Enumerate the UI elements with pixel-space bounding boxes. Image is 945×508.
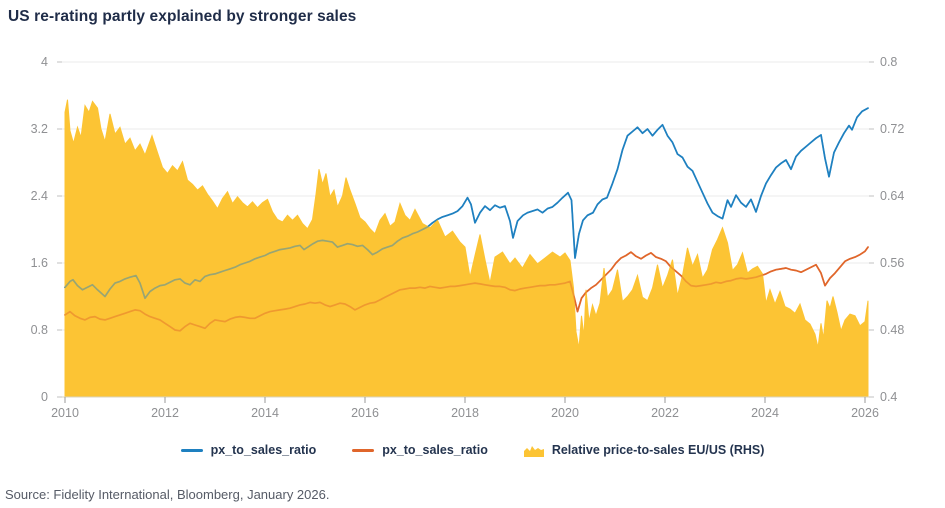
y-right-tick-label: 0.4 [880, 390, 897, 404]
y-left-tick-label: 1.6 [31, 256, 48, 270]
x-axis-tick-label: 2026 [851, 406, 879, 420]
legend-item: Relative price-to-sales EU/US (RHS) [523, 443, 765, 457]
y-left-tick-label: 2.4 [31, 189, 48, 203]
legend-line-swatch [352, 448, 375, 452]
x-axis-tick-label: 2016 [351, 406, 379, 420]
y-left-tick-label: 0.8 [31, 323, 48, 337]
x-axis-tick-label: 2014 [251, 406, 279, 420]
legend-label: Relative price-to-sales EU/US (RHS) [551, 443, 765, 457]
chart-plot-area: 2010 2012 2014 2016 2018 2020 2022 2024 2026 0 0.8… [31, 55, 905, 420]
legend-area-swatch [523, 445, 544, 457]
x-axis-tick-label: 2020 [551, 406, 579, 420]
relative-price-to-sales-area [64, 99, 869, 398]
x-axis-tick-label: 2010 [51, 406, 79, 420]
y-right-tick-label: 0.72 [880, 122, 904, 136]
y-left-tick-label: 0 [41, 390, 48, 404]
y-left-tick-label: 4 [41, 55, 48, 69]
x-axis-tick-label: 2022 [651, 406, 679, 420]
legend-label: px_to_sales_ratio [210, 443, 317, 457]
legend-line-swatch [180, 448, 203, 452]
source-note: Source: Fidelity International, Bloomber… [5, 487, 330, 502]
us-price-to-sales-line-overlay [64, 107, 869, 300]
chart-legend: px_to_sales_ratio px_to_sales_ratio Relati… [0, 438, 945, 462]
y-right-tick-label: 0.56 [880, 256, 904, 270]
y-left-tick-label: 3.2 [31, 122, 48, 136]
legend-item: px_to_sales_ratio [180, 443, 317, 457]
y-right-tick-label: 0.64 [880, 189, 904, 203]
legend-label: px_to_sales_ratio [382, 443, 488, 457]
eu-price-to-sales-line-overlay [64, 246, 869, 332]
legend-item: px_to_sales_ratio [352, 443, 488, 457]
y-right-tick-label: 0.48 [880, 323, 904, 337]
y-right-tick-label: 0.8 [880, 55, 897, 69]
x-axis-tick-label: 2024 [751, 406, 779, 420]
chart-title: US re-rating partly explained by stronge… [8, 8, 357, 25]
x-axis-tick-label: 2018 [451, 406, 479, 420]
x-axis-tick-label: 2012 [151, 406, 179, 420]
